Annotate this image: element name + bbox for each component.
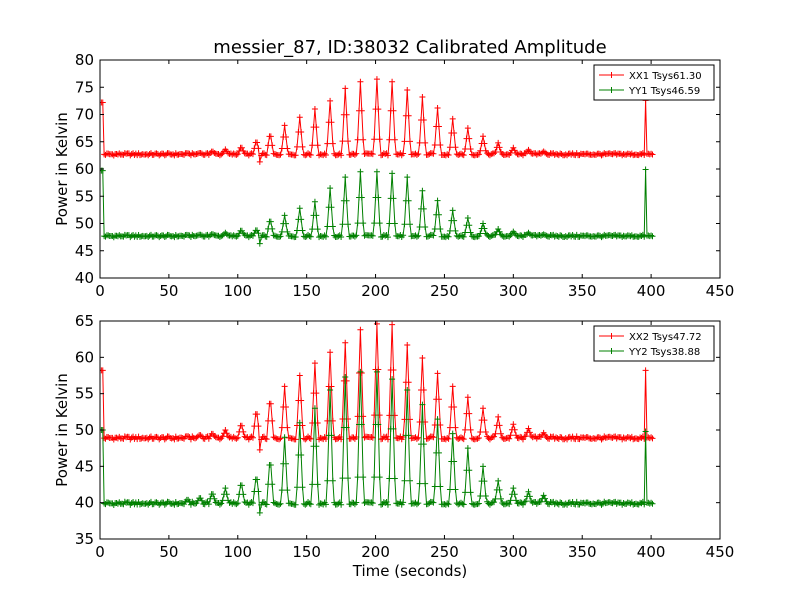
y-axis-title: Power in Kelvin — [53, 112, 71, 226]
series-markers — [100, 368, 656, 516]
y-tick-label: 45 — [75, 457, 94, 475]
x-tick-label: 250 — [430, 282, 459, 300]
y-tick-label: 35 — [75, 530, 94, 548]
legend-item: XX1 Tsys61.30 — [599, 71, 702, 82]
x-axis-title: Time (seconds) — [352, 562, 468, 580]
series-2 — [100, 368, 656, 516]
x-tick-label: 100 — [223, 282, 252, 300]
legend-marker — [608, 87, 615, 93]
x-tick-label: 0 — [95, 282, 105, 300]
x-tick-label: 350 — [568, 543, 597, 561]
y-tick-label: 60 — [75, 160, 94, 178]
y-tick-label: 55 — [75, 385, 94, 403]
top-panel: 0 50 100 150 200 250 300 350 400 450 40 45 50 55 60 65 7… — [53, 51, 734, 300]
y-tick-label: 65 — [75, 133, 94, 151]
y-tick-label: 60 — [75, 348, 94, 366]
y-tick-label: 40 — [75, 494, 94, 512]
x-tick-label: 50 — [159, 282, 178, 300]
y-tick-label: 65 — [75, 312, 94, 330]
x-tick-label: 300 — [499, 282, 528, 300]
legend-item: YY1 Tsys46.59 — [599, 86, 700, 97]
series-markers — [100, 76, 656, 165]
x-tick-label: 200 — [361, 543, 390, 561]
legend-box — [593, 64, 715, 101]
y-tick-label: 80 — [75, 51, 94, 69]
y-tick-label: 50 — [75, 421, 94, 439]
x-tick-label: 150 — [292, 543, 321, 561]
y-tick-label: 50 — [75, 215, 94, 233]
x-tick-label: 450 — [706, 543, 735, 561]
y-tick-label: 70 — [75, 106, 94, 124]
x-tick-label: 300 — [499, 543, 528, 561]
legend-label: YY1 Tsys46.59 — [628, 86, 700, 97]
x-tick-label: 450 — [706, 282, 735, 300]
x-tick-label: 200 — [361, 282, 390, 300]
legend-marker — [608, 333, 615, 339]
y-axis-title: Power in Kelvin — [53, 373, 71, 487]
legend-marker — [608, 72, 615, 78]
series-markers — [100, 321, 656, 453]
x-tick-label: 400 — [637, 543, 666, 561]
x-tick-label: 0 — [95, 543, 105, 561]
figure-title: messier_87, ID:38032 Calibrated Amplitud… — [213, 37, 606, 58]
y-tick-label: 40 — [75, 269, 94, 287]
y-tick-label: 45 — [75, 242, 94, 260]
x-tick-label: 350 — [568, 282, 597, 300]
x-tick-label: 250 — [430, 543, 459, 561]
plot-area — [100, 321, 656, 516]
legend-marker — [608, 348, 615, 354]
legend-label: XX1 Tsys61.30 — [629, 71, 702, 82]
legend-item: YY2 Tsys38.88 — [599, 347, 700, 358]
legend: XX1 Tsys61.30 YY1 Tsys46.59 — [593, 64, 715, 101]
series-1 — [100, 76, 656, 165]
legend: XX2 Tsys47.72 YY2 Tsys38.88 — [593, 325, 715, 362]
legend-box — [593, 325, 715, 362]
x-tick-label: 100 — [223, 543, 252, 561]
x-tick-label: 50 — [159, 543, 178, 561]
legend-label: XX2 Tsys47.72 — [629, 332, 702, 343]
series-markers — [100, 166, 656, 247]
y-tick-label: 75 — [75, 78, 94, 96]
legend-item: XX2 Tsys47.72 — [599, 332, 702, 343]
plot-area — [100, 76, 656, 247]
x-tick-label: 400 — [637, 282, 666, 300]
x-tick-label: 150 — [292, 282, 321, 300]
y-tick-label: 55 — [75, 187, 94, 205]
legend-label: YY2 Tsys38.88 — [628, 347, 700, 358]
bottom-panel: 0 50 100 150 200 250 300 350 400 450 35 40 45 50 55 60 6… — [53, 312, 734, 561]
series-1 — [100, 321, 656, 453]
series-2 — [100, 166, 656, 247]
